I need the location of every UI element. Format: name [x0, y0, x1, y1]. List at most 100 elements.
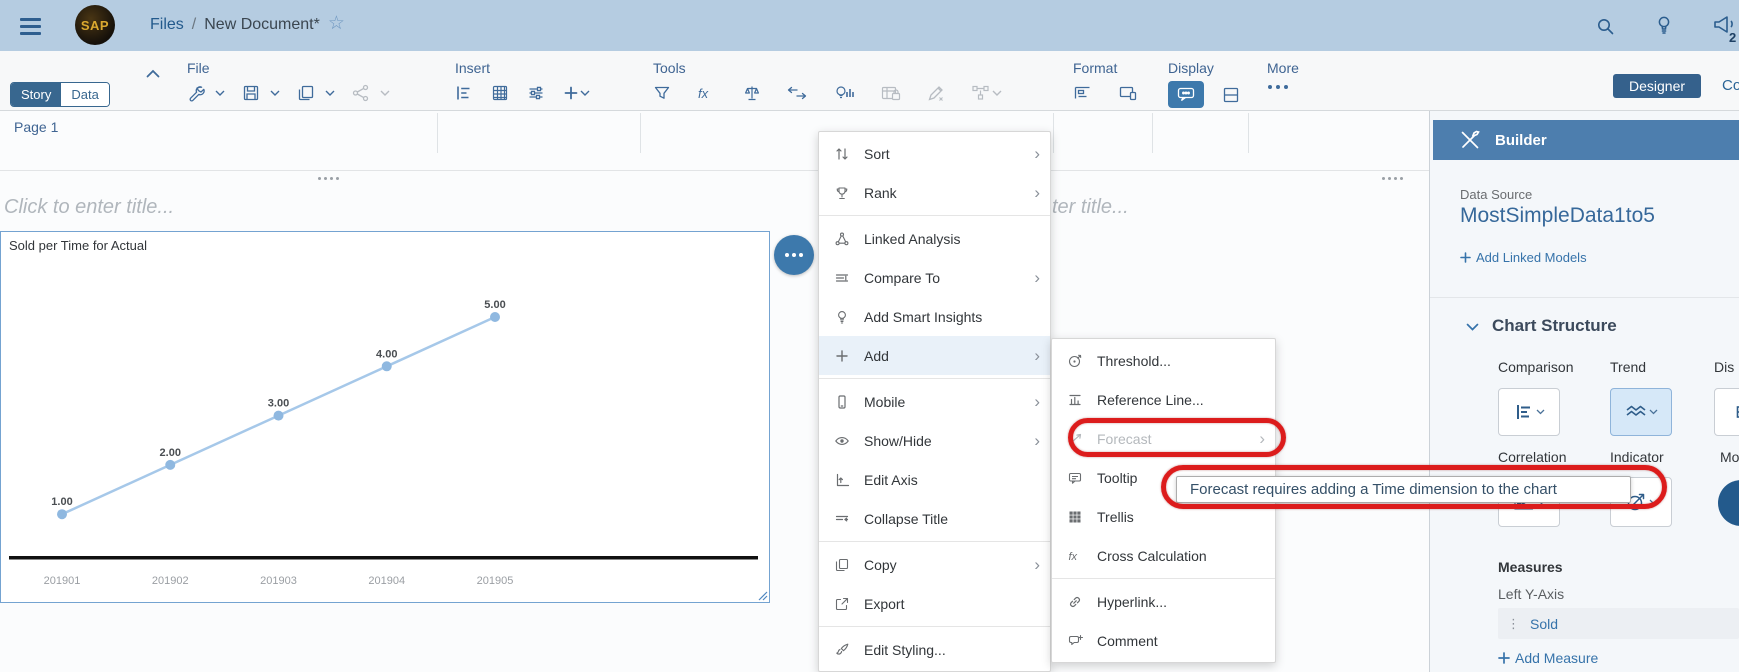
- tab-data[interactable]: Data: [61, 83, 109, 106]
- submenu-item-trellis[interactable]: Trellis: [1052, 497, 1275, 536]
- format-section-label: Format: [1073, 60, 1118, 76]
- breadcrumb-files-link[interactable]: Files: [150, 16, 184, 33]
- chart-widget[interactable]: Sold per Time for Actual 1.00 201901 2.00 2…: [0, 231, 770, 603]
- panel-section-divider: [1430, 297, 1739, 298]
- page-title-placeholder-fragment[interactable]: ter title...: [1052, 196, 1129, 218]
- controls-button-partial[interactable]: Co: [1722, 77, 1739, 94]
- trend-chart-type-button-selected[interactable]: [1610, 388, 1672, 436]
- favorite-star-icon[interactable]: ☆: [327, 13, 345, 34]
- menu-item-edit-axis[interactable]: Edit Axis: [819, 460, 1050, 499]
- menu-item-add[interactable]: Add ›: [819, 336, 1050, 375]
- lightbulb-icon[interactable]: [1655, 15, 1673, 36]
- menu-item-copy[interactable]: Copy ›: [819, 545, 1050, 584]
- duplicate-icon[interactable]: [297, 84, 315, 102]
- menu-item-add-smart-insights[interactable]: Add Smart Insights: [819, 297, 1050, 336]
- filter-icon[interactable]: [653, 84, 671, 102]
- resize-handle-icon[interactable]: [756, 589, 768, 601]
- correlation-label: Correlation: [1498, 449, 1567, 465]
- builder-tools-icon: [1459, 129, 1481, 151]
- submenu-item-hyperlink[interactable]: Hyperlink...: [1052, 582, 1275, 621]
- widget-more-actions-button[interactable]: [774, 235, 814, 275]
- split-view-icon[interactable]: [1222, 86, 1240, 104]
- designer-button[interactable]: Designer: [1613, 74, 1701, 98]
- page-tab[interactable]: Page 1: [14, 119, 59, 135]
- add-linked-models-link[interactable]: Add Linked Models: [1460, 250, 1587, 265]
- compare-versions-icon[interactable]: [787, 84, 807, 102]
- submenu-item-tooltip[interactable]: Tooltip: [1052, 458, 1275, 497]
- svg-text:201903: 201903: [260, 575, 297, 587]
- megaphone-icon[interactable]: [1712, 13, 1739, 37]
- edit-tools-wrench-icon[interactable]: [187, 84, 205, 102]
- menu-item-show-hide[interactable]: Show/Hide ›: [819, 421, 1050, 460]
- svg-text:5.00: 5.00: [484, 299, 505, 311]
- lane-drag-handle[interactable]: [318, 177, 339, 180]
- svg-text:201901: 201901: [44, 575, 81, 587]
- svg-text:2.00: 2.00: [160, 447, 181, 459]
- toolbar-section-file: File: [187, 60, 390, 102]
- toolbar-section-format: Format: [1073, 60, 1138, 102]
- menu-item-collapse-title[interactable]: Collapse Title: [819, 499, 1050, 538]
- insert-input-control-icon[interactable]: [527, 84, 545, 102]
- measure-row-sold[interactable]: ⋮ Sold: [1498, 608, 1739, 639]
- sap-logo[interactable]: SAP: [75, 5, 115, 45]
- collapse-toolbar-chevron-up-icon[interactable]: [146, 69, 160, 78]
- submenu-item-threshold[interactable]: Threshold...: [1052, 341, 1275, 380]
- link-dimensions-icon: [971, 84, 1002, 102]
- toolbar-section-tools: Tools fx: [653, 60, 1002, 102]
- menu-item-mobile[interactable]: Mobile ›: [819, 382, 1050, 421]
- submenu-item-cross-calculation[interactable]: fx Cross Calculation: [1052, 536, 1275, 575]
- svg-text:201905: 201905: [477, 575, 514, 587]
- more-chart-types-button[interactable]: [1718, 480, 1739, 526]
- distribution-boxplot-icon: [1736, 406, 1739, 418]
- menu-item-edit-styling[interactable]: Edit Styling...: [819, 630, 1050, 669]
- insert-chart-icon[interactable]: [455, 84, 473, 102]
- add-measure-link[interactable]: Add Measure: [1498, 650, 1598, 666]
- tab-story[interactable]: Story: [11, 83, 62, 106]
- chevron-right-icon: ›: [1034, 268, 1040, 287]
- save-icon[interactable]: [242, 84, 260, 102]
- chart-structure-heading[interactable]: Chart Structure: [1492, 316, 1617, 335]
- search-icon[interactable]: [1596, 17, 1615, 36]
- menu-divider: [819, 626, 1050, 627]
- menu-item-sort[interactable]: Sort ›: [819, 134, 1050, 173]
- value-driver-scales-icon[interactable]: [743, 84, 761, 102]
- trellis-grid-icon: [1066, 509, 1084, 525]
- drag-grip-icon[interactable]: ⋮: [1507, 616, 1520, 631]
- menu-item-compare-to[interactable]: Compare To ›: [819, 258, 1050, 297]
- distribution-chart-type-button[interactable]: [1714, 388, 1739, 436]
- lane-drag-handle[interactable]: [1382, 177, 1403, 180]
- comparison-chart-type-button[interactable]: [1498, 388, 1560, 436]
- compare-to-icon: [833, 270, 851, 286]
- comments-toggle-active[interactable]: [1168, 81, 1204, 108]
- menu-item-rank[interactable]: Rank ›: [819, 173, 1050, 212]
- chevron-right-icon: ›: [1034, 183, 1040, 202]
- overflow-ellipsis-icon[interactable]: [1267, 84, 1289, 90]
- show-hide-eye-icon: [833, 433, 851, 449]
- submenu-item-reference-line[interactable]: Reference Line...: [1052, 380, 1275, 419]
- format-outline-icon[interactable]: [1073, 84, 1092, 102]
- chevron-down-icon[interactable]: [270, 90, 280, 96]
- page-title-placeholder[interactable]: Click to enter title...: [4, 196, 175, 218]
- measure-name: Sold: [1530, 615, 1559, 632]
- plus-icon: [1498, 652, 1510, 664]
- menu-item-export[interactable]: Export: [819, 584, 1050, 623]
- builder-panel: Builder Data Source MostSimpleData1to5 A…: [1430, 111, 1739, 672]
- smart-discovery-icon[interactable]: [833, 84, 855, 102]
- chevron-down-icon[interactable]: [325, 90, 335, 96]
- toolbar-divider: [1248, 113, 1249, 153]
- left-y-axis-label: Left Y-Axis: [1498, 586, 1565, 602]
- comparison-label: Comparison: [1498, 359, 1574, 375]
- notification-badge: 2: [1729, 30, 1737, 45]
- submenu-item-comment[interactable]: Comment: [1052, 621, 1275, 660]
- menu-item-linked-analysis[interactable]: Linked Analysis: [819, 219, 1050, 258]
- insert-table-icon[interactable]: [491, 84, 509, 102]
- chevron-down-icon[interactable]: [215, 90, 225, 96]
- formula-fx-icon[interactable]: fx: [697, 84, 717, 102]
- svg-text:fx: fx: [698, 86, 709, 101]
- chevron-down-icon: [1536, 409, 1545, 415]
- device-preview-icon[interactable]: [1118, 84, 1138, 102]
- insert-more-plus-icon[interactable]: [563, 85, 590, 101]
- smart-insights-lightbulb-icon: [833, 309, 851, 325]
- chart-structure-chevron-down-icon[interactable]: [1466, 323, 1479, 331]
- hamburger-menu-icon[interactable]: [20, 18, 41, 35]
